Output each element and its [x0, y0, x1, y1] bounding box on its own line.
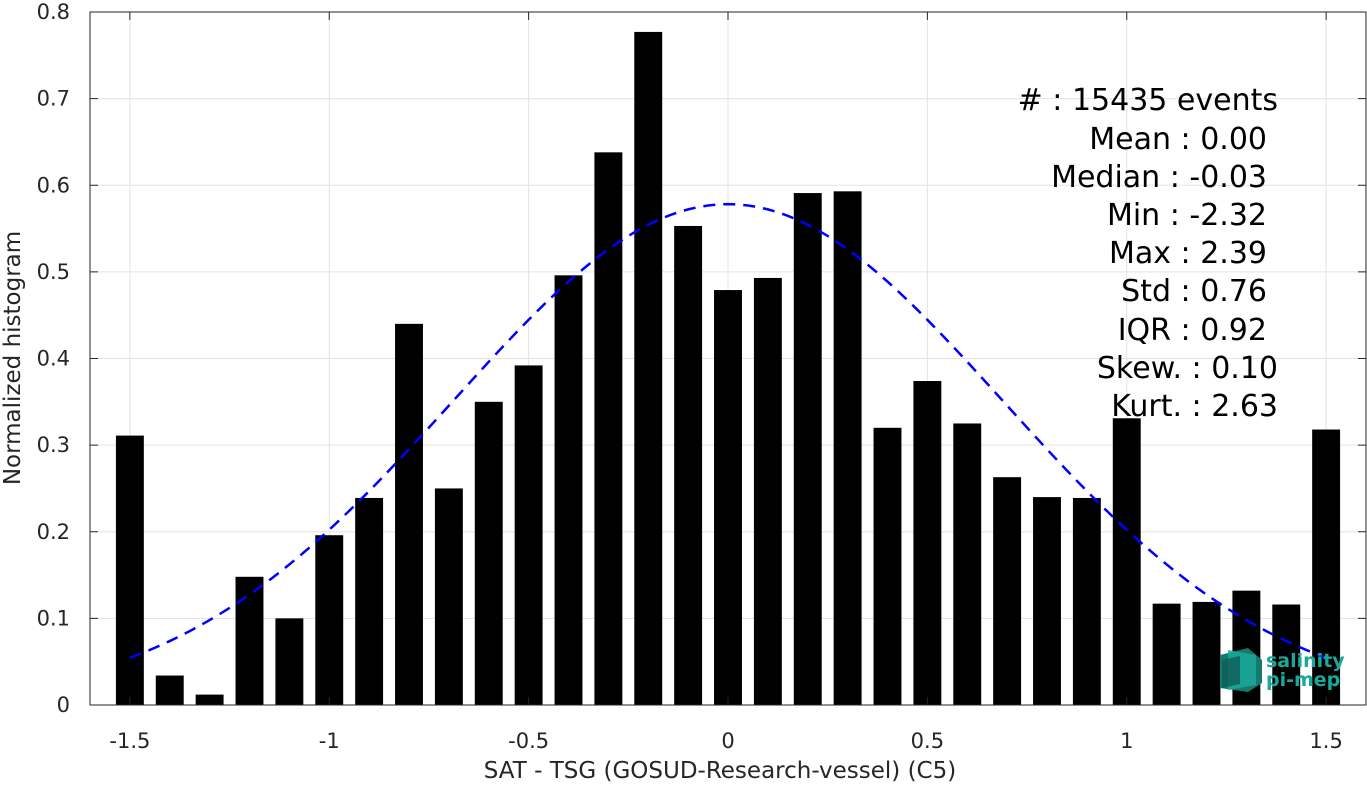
bar-12 [594, 152, 623, 705]
stat-skew: Skew. : 0.10 [1097, 351, 1278, 386]
bar-13 [634, 31, 663, 705]
x-axis-title: SAT - TSG (GOSUD-Research-vessel) (C5) [484, 758, 956, 784]
x-tick-label-2: -0.5 [508, 729, 549, 753]
bar-3 [235, 576, 264, 705]
bar-29 [1272, 604, 1301, 705]
y-tick-label-6: 0.6 [37, 173, 70, 197]
bar-9 [474, 401, 503, 705]
x-tick-label-1: -1 [319, 729, 340, 753]
bar-23 [1033, 497, 1061, 705]
y-tick-label-7: 0.7 [37, 87, 70, 111]
stat-min: Min : -2.32 [1107, 198, 1267, 233]
bar-0 [115, 435, 144, 705]
x-tick-labels: -1.5 -1 -0.5 0 0.5 1 1.5 [109, 729, 1342, 753]
x-tick-label-4: 0.5 [911, 729, 944, 753]
y-tick-label-4: 0.4 [37, 347, 70, 371]
bar-6 [355, 497, 384, 705]
bar-14 [674, 225, 703, 705]
x-tick-label-6: 1.5 [1309, 729, 1342, 753]
logo-cube-icon [1220, 648, 1262, 692]
bar-20 [913, 381, 942, 705]
stat-events: # : 15435 events [1018, 83, 1278, 118]
bar-17 [793, 193, 822, 705]
stat-median: Median : -0.03 [1051, 160, 1267, 195]
histogram-bars [115, 31, 1341, 706]
y-tick-label-1: 0.1 [37, 606, 70, 630]
stat-kurt: Kurt. : 2.63 [1111, 389, 1278, 424]
y-tick-label-0: 0 [57, 693, 70, 717]
bar-25 [1112, 418, 1141, 705]
axis-ticks [90, 11, 1366, 706]
bar-2 [195, 694, 224, 705]
bar-27 [1192, 601, 1221, 705]
bar-18 [833, 191, 862, 706]
logo-line1: salinity [1266, 650, 1345, 672]
bar-1 [155, 675, 184, 705]
bar-16 [753, 277, 782, 705]
bar-4 [275, 618, 304, 705]
bar-30 [1312, 429, 1341, 705]
stat-iqr: IQR : 0.92 [1118, 313, 1267, 348]
x-tick-label-3: 0 [721, 729, 734, 753]
bar-22 [993, 477, 1022, 705]
bar-8 [434, 488, 463, 705]
x-tick-label-5: 1 [1120, 729, 1133, 753]
y-tick-label-2: 0.2 [37, 520, 70, 544]
bar-15 [714, 290, 742, 705]
stat-std: Std : 0.76 [1121, 274, 1267, 309]
bar-19 [873, 427, 902, 705]
y-axis-title: Normalized histogram [0, 231, 26, 485]
y-tick-label-3: 0.3 [37, 433, 70, 457]
bar-21 [953, 423, 982, 705]
x-tick-label-0: -1.5 [109, 729, 150, 753]
stat-mean: Mean : 0.00 [1089, 122, 1267, 157]
y-tick-label-8: 0.8 [37, 0, 70, 24]
normal-fit-curve [129, 202, 1327, 660]
y-tick-label-5: 0.5 [37, 260, 70, 284]
bar-24 [1072, 497, 1101, 705]
salinity-pimep-logo: salinity pi-mep [1220, 648, 1345, 692]
bar-5 [315, 535, 344, 705]
stats-annotation: # : 15435 events Mean : 0.00 Median : -0… [1018, 83, 1278, 424]
bar-7 [395, 323, 423, 705]
bar-11 [554, 275, 583, 705]
y-tick-labels: 0 0.1 0.2 0.3 0.4 0.5 0.6 0.7 0.8 [37, 0, 70, 717]
bar-10 [514, 365, 543, 705]
logo-line2: pi-mep [1266, 669, 1340, 691]
stat-max: Max : 2.39 [1109, 236, 1267, 271]
bar-26 [1152, 603, 1181, 705]
